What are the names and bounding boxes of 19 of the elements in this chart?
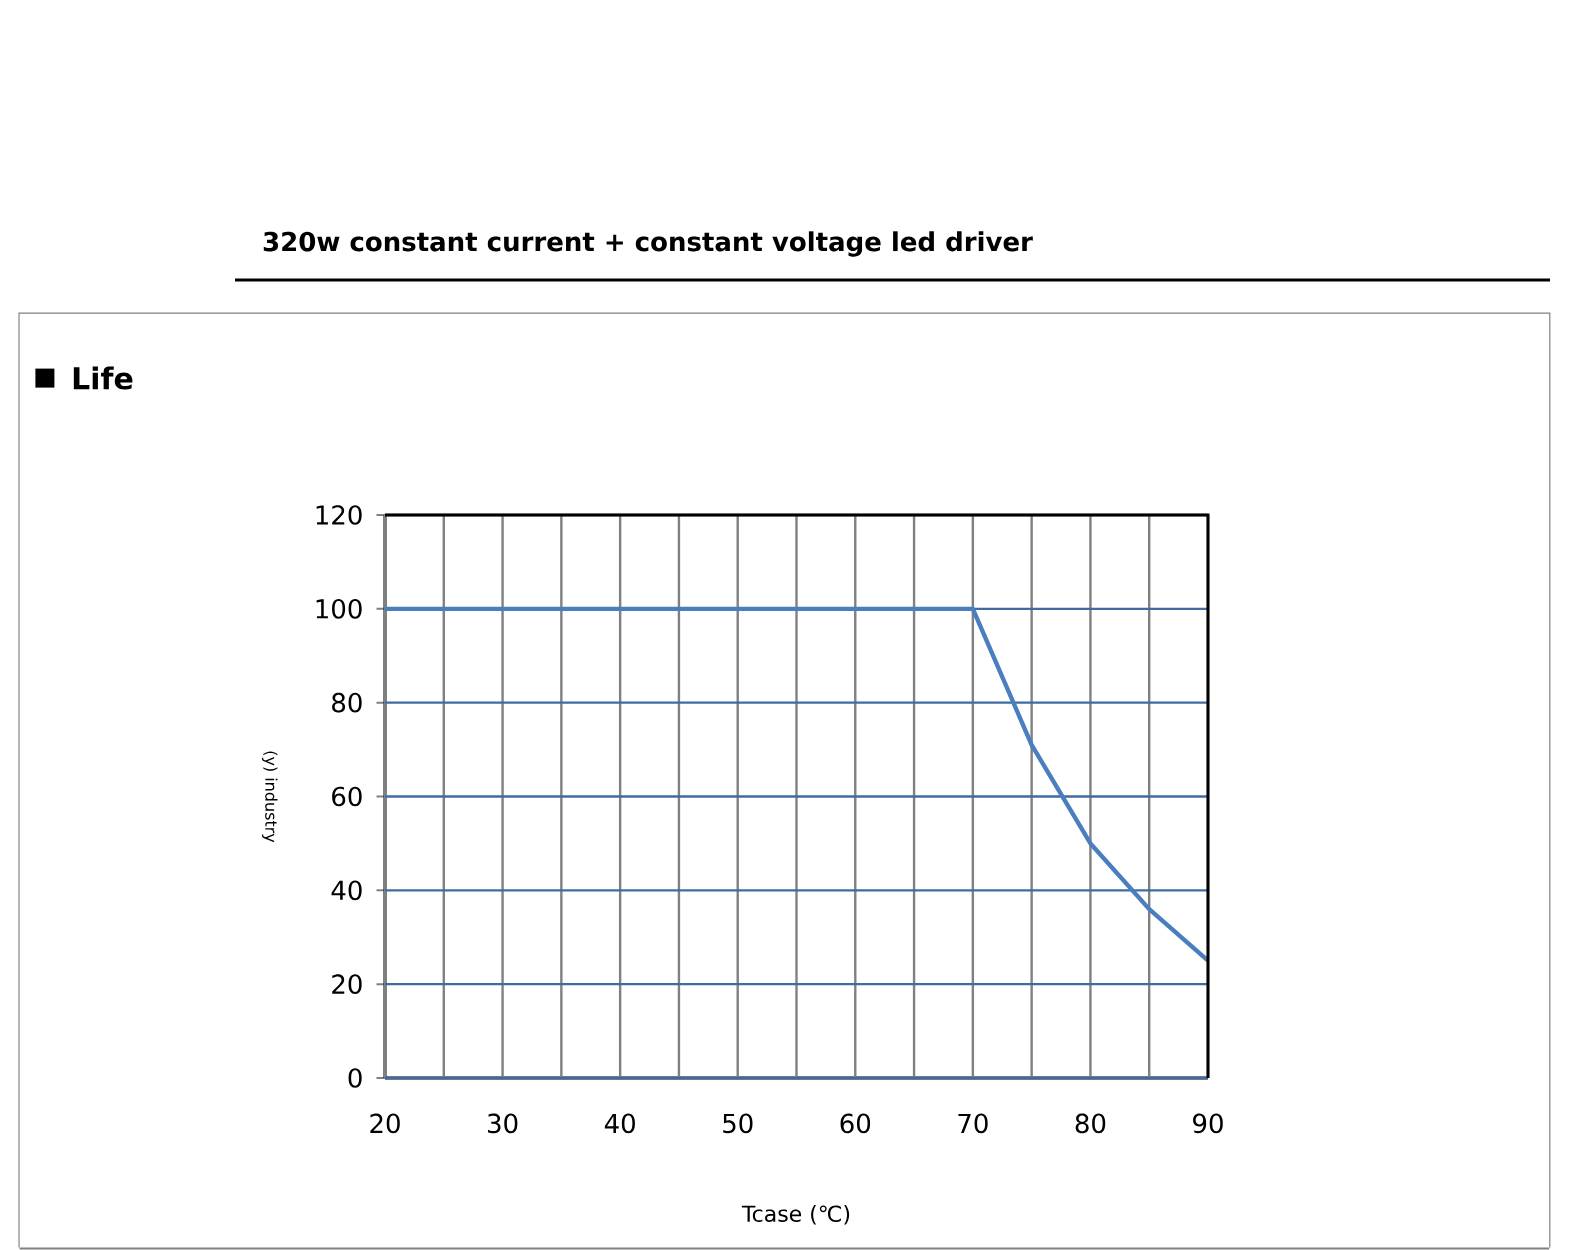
x-tick-label: 40 xyxy=(604,1113,635,1134)
y-tick-label: 80 xyxy=(332,692,362,713)
chart-subtitle: 320w constant current + constant voltage led driver xyxy=(263,231,1033,257)
y-tick-label: 20 xyxy=(332,974,362,995)
x-tick-label: 80 xyxy=(1075,1113,1106,1134)
x-tick-label: 50 xyxy=(723,1113,753,1134)
x-tick-label: 30 xyxy=(488,1113,518,1134)
y-axis-title: (y) industry xyxy=(262,751,278,843)
y-tick-label: 60 xyxy=(332,786,362,807)
y-tick-label: 0 xyxy=(348,1068,362,1088)
x-axis-title: Tcase (℃) xyxy=(741,1205,850,1225)
x-tick-label: 70 xyxy=(958,1113,988,1134)
x-tick-label: 60 xyxy=(840,1113,871,1134)
y-tick-label: 40 xyxy=(331,880,362,901)
x-tick-label: 90 xyxy=(1193,1113,1223,1134)
y-tick-label: 100 xyxy=(316,599,362,619)
x-tick-label: 20 xyxy=(370,1113,400,1134)
text: Life xyxy=(73,366,133,390)
y-tick-label: 120 xyxy=(316,505,362,525)
